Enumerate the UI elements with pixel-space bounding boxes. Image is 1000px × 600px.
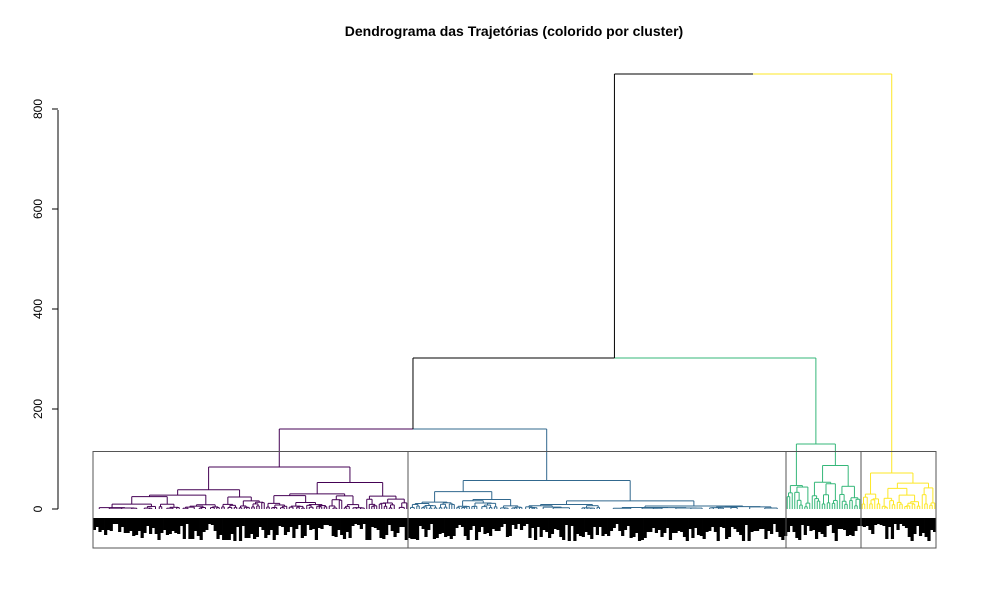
y-axis: 0 200 400 600 800 (31, 99, 59, 512)
y-tick-label: 200 (31, 399, 45, 419)
y-tick-label: 0 (31, 505, 45, 512)
y-tick-label: 400 (31, 299, 45, 319)
chart-title: Dendrograma das Trajetórias (colorido po… (345, 23, 683, 39)
y-tick-label: 800 (31, 99, 45, 119)
cluster-rectangles (92, 451, 937, 549)
dendrogram-tree (98, 73, 936, 509)
y-tick-label: 600 (31, 199, 45, 219)
leaf-labels (92, 518, 937, 541)
cluster-rectangle (860, 451, 937, 549)
